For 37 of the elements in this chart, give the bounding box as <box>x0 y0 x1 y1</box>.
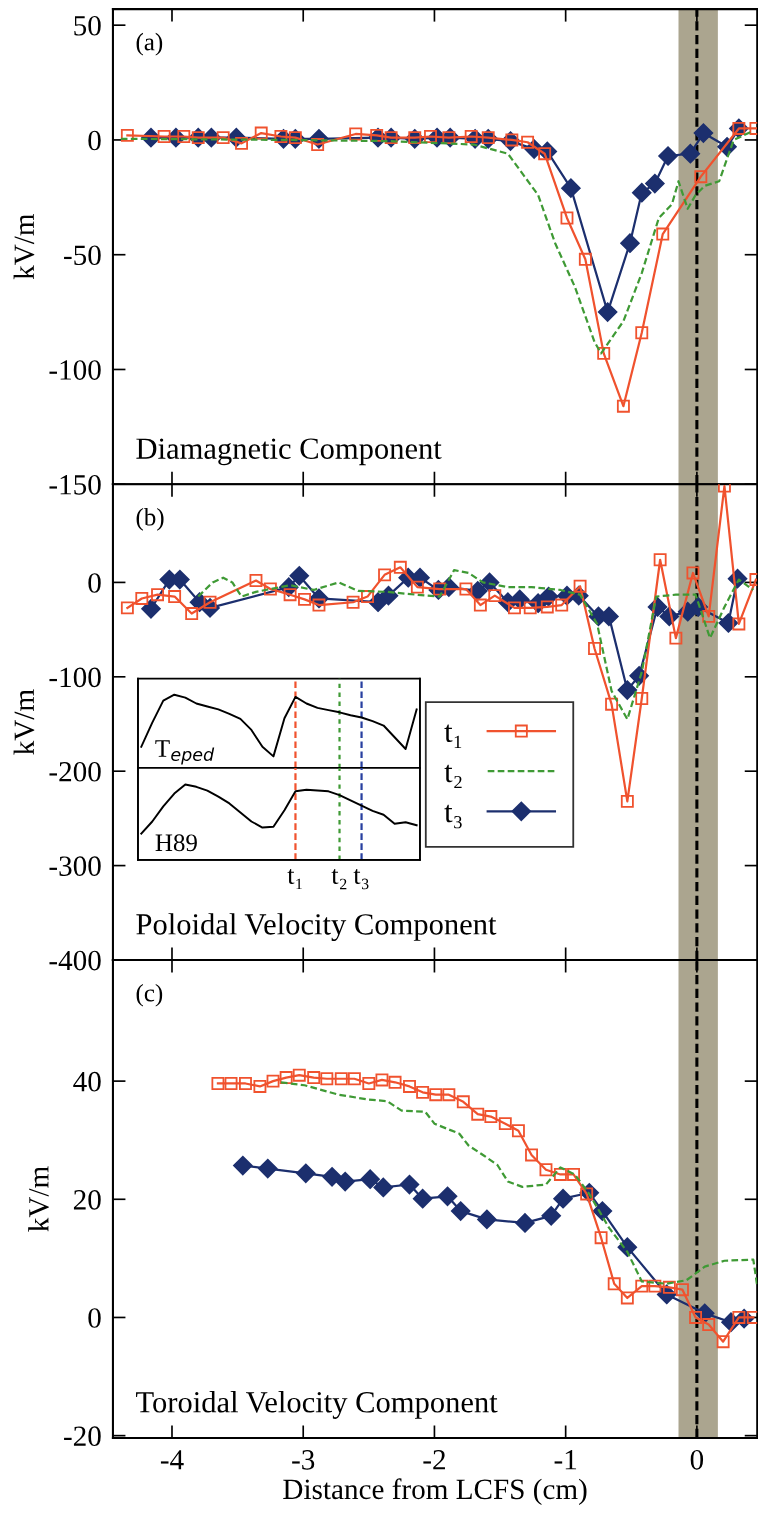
x-tick-label: t₃ <box>353 868 369 890</box>
x-axis-title: Distance from LCFS (cm) <box>283 1478 587 1506</box>
x-tick-label: -1 <box>554 1450 577 1470</box>
annotation: H89 <box>155 834 197 852</box>
x-tick-label: -4 <box>160 1450 184 1470</box>
y-tick-label: 0 <box>88 573 101 593</box>
annotation: (b) <box>136 508 164 531</box>
y-tick-label: -400 <box>49 950 101 971</box>
x-tick-label: -2 <box>423 1450 445 1470</box>
x-tick-label: t₂ <box>331 868 347 890</box>
y-tick-label: 0 <box>88 1308 101 1328</box>
y-tick-label: -20 <box>64 1426 101 1447</box>
y-tick-label: -50 <box>64 245 101 266</box>
x-tick-label: -3 <box>292 1450 315 1470</box>
x-tick-label: t₁ <box>287 868 302 890</box>
x-tick-label: 0 <box>690 1449 704 1470</box>
annotation: Diamagnetic Component <box>136 438 442 466</box>
legend-label: t₁ <box>444 724 462 748</box>
y-tick-label: -100 <box>49 360 101 380</box>
y-tick-label: 40 <box>73 1071 101 1092</box>
legend-label: t₂ <box>444 764 462 789</box>
annotation: (c) <box>136 983 163 1007</box>
y-axis-title: kV/m <box>13 689 35 755</box>
annotation: Toroidal Velocity Component <box>136 1391 498 1419</box>
annotation: (a) <box>136 32 163 56</box>
annotation: Poloidal Velocity Component <box>136 913 497 941</box>
y-tick-label: 50 <box>74 15 101 36</box>
y-axis-title: kV/m <box>13 213 35 280</box>
y-tick-label: -150 <box>49 474 101 495</box>
y-tick-label: -300 <box>49 856 101 876</box>
y-tick-label: 20 <box>73 1190 101 1210</box>
y-tick-label: -200 <box>49 761 101 782</box>
annotation: T$_{eped}$ <box>155 740 215 765</box>
y-axis-title: kV/m <box>28 1166 49 1232</box>
y-tick-label: 0 <box>88 130 101 151</box>
legend-label: t₃ <box>444 804 462 829</box>
y-tick-label: -100 <box>49 667 101 688</box>
